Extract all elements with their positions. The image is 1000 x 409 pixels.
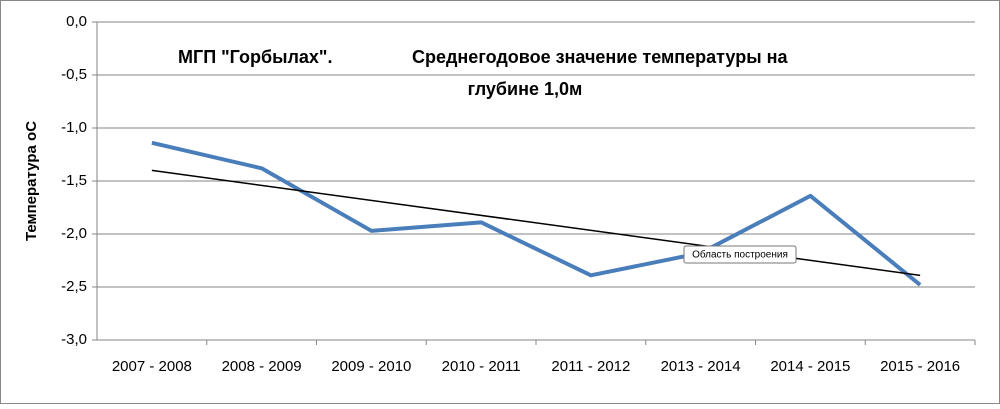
tooltip: Область построения — [692, 249, 788, 261]
y-tick-label: -1,0 — [61, 119, 87, 136]
x-tick-label: 2007 - 2008 — [112, 358, 192, 375]
chart-title: Среднегодовое значение температуры на — [412, 47, 788, 67]
y-tick-label: -2,5 — [61, 278, 87, 295]
x-tick-label: 2013 - 2014 — [661, 358, 741, 375]
x-tick-label: 2009 - 2010 — [331, 358, 411, 375]
x-tick-label: 2015 - 2016 — [880, 358, 960, 375]
x-tick-label: 2014 - 2015 — [770, 358, 850, 375]
y-tick-label: -0,5 — [61, 66, 87, 83]
y-tick-label: -3,0 — [61, 331, 87, 348]
y-tick-label: -1,5 — [61, 172, 87, 189]
y-tick-label: 0,0 — [66, 13, 87, 30]
chart-title: глубине 1,0м — [468, 79, 583, 99]
x-tick-label: 2011 - 2012 — [551, 358, 630, 375]
data-line — [151, 140, 922, 287]
y-axis-title: Температура оС — [23, 121, 40, 241]
y-tick-label: -2,0 — [61, 225, 87, 242]
chart-title: МГП "Горбылах". — [178, 47, 332, 67]
tooltip-box — [683, 245, 797, 264]
x-tick-label: 2010 - 2011 — [442, 358, 521, 375]
x-tick-label: 2008 - 2009 — [222, 358, 302, 375]
